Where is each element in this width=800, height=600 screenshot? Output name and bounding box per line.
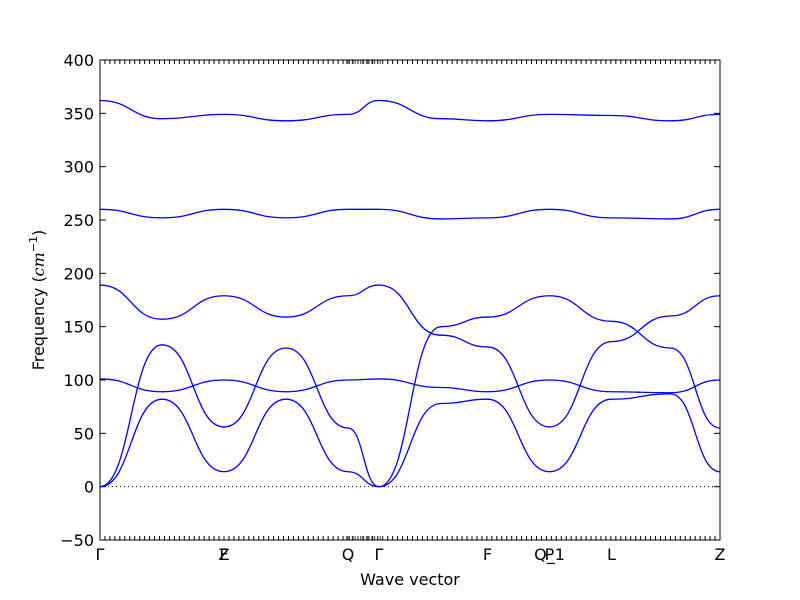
x-tick-label: L (607, 545, 616, 564)
y-tick-labels: −50 0 50 100 150 200 250 300 350 400 (60, 51, 94, 550)
y-tick-label: 400 (63, 51, 94, 70)
axis-ticks (99, 59, 721, 541)
phonon-band-4 (100, 295, 720, 488)
y-tick-label: 100 (63, 371, 94, 390)
y-tick-label: 300 (63, 158, 94, 177)
x-tick-label: Z (715, 545, 726, 564)
x-tick-label: Q_1 (534, 545, 565, 565)
x-tick-label: Γ (375, 545, 384, 564)
x-tick-label: F (219, 545, 228, 564)
phonon-band-1 (100, 99, 720, 122)
x-tick-label: F (483, 545, 492, 564)
y-tick-label: 200 (63, 264, 94, 283)
band-lines (100, 99, 720, 488)
y-tick-label: 150 (63, 318, 94, 337)
y-axis-unit-base: cm (29, 252, 48, 276)
y-axis-label-text: Frequency ( (29, 276, 48, 370)
y-axis-unit-exponent: −1 (27, 236, 40, 252)
x-axis-label: Wave vector (360, 570, 460, 589)
x-tick-label: Γ (96, 545, 105, 564)
y-tick-label: 50 (74, 424, 94, 443)
phonon-band-3 (100, 284, 720, 428)
x-tick-label: Z (219, 545, 230, 564)
plot-frame (99, 59, 721, 541)
x-tick-label: Q (342, 545, 355, 564)
phonon-band-5 (100, 378, 720, 394)
y-tick-label: 250 (63, 211, 94, 230)
y-tick-label: −50 (60, 531, 94, 550)
phonon-band-2 (100, 208, 720, 220)
y-tick-label: 350 (63, 104, 94, 123)
y-axis-label: Frequency (cm−1) (27, 230, 48, 371)
y-axis-label-close: ) (29, 230, 48, 236)
x-tick-label: P (545, 545, 555, 564)
phonon-band-6 (100, 393, 720, 488)
x-tick-labels: Γ FZ Q Γ F PQ_1 L Z (96, 545, 726, 565)
y-tick-label: 0 (84, 478, 94, 497)
